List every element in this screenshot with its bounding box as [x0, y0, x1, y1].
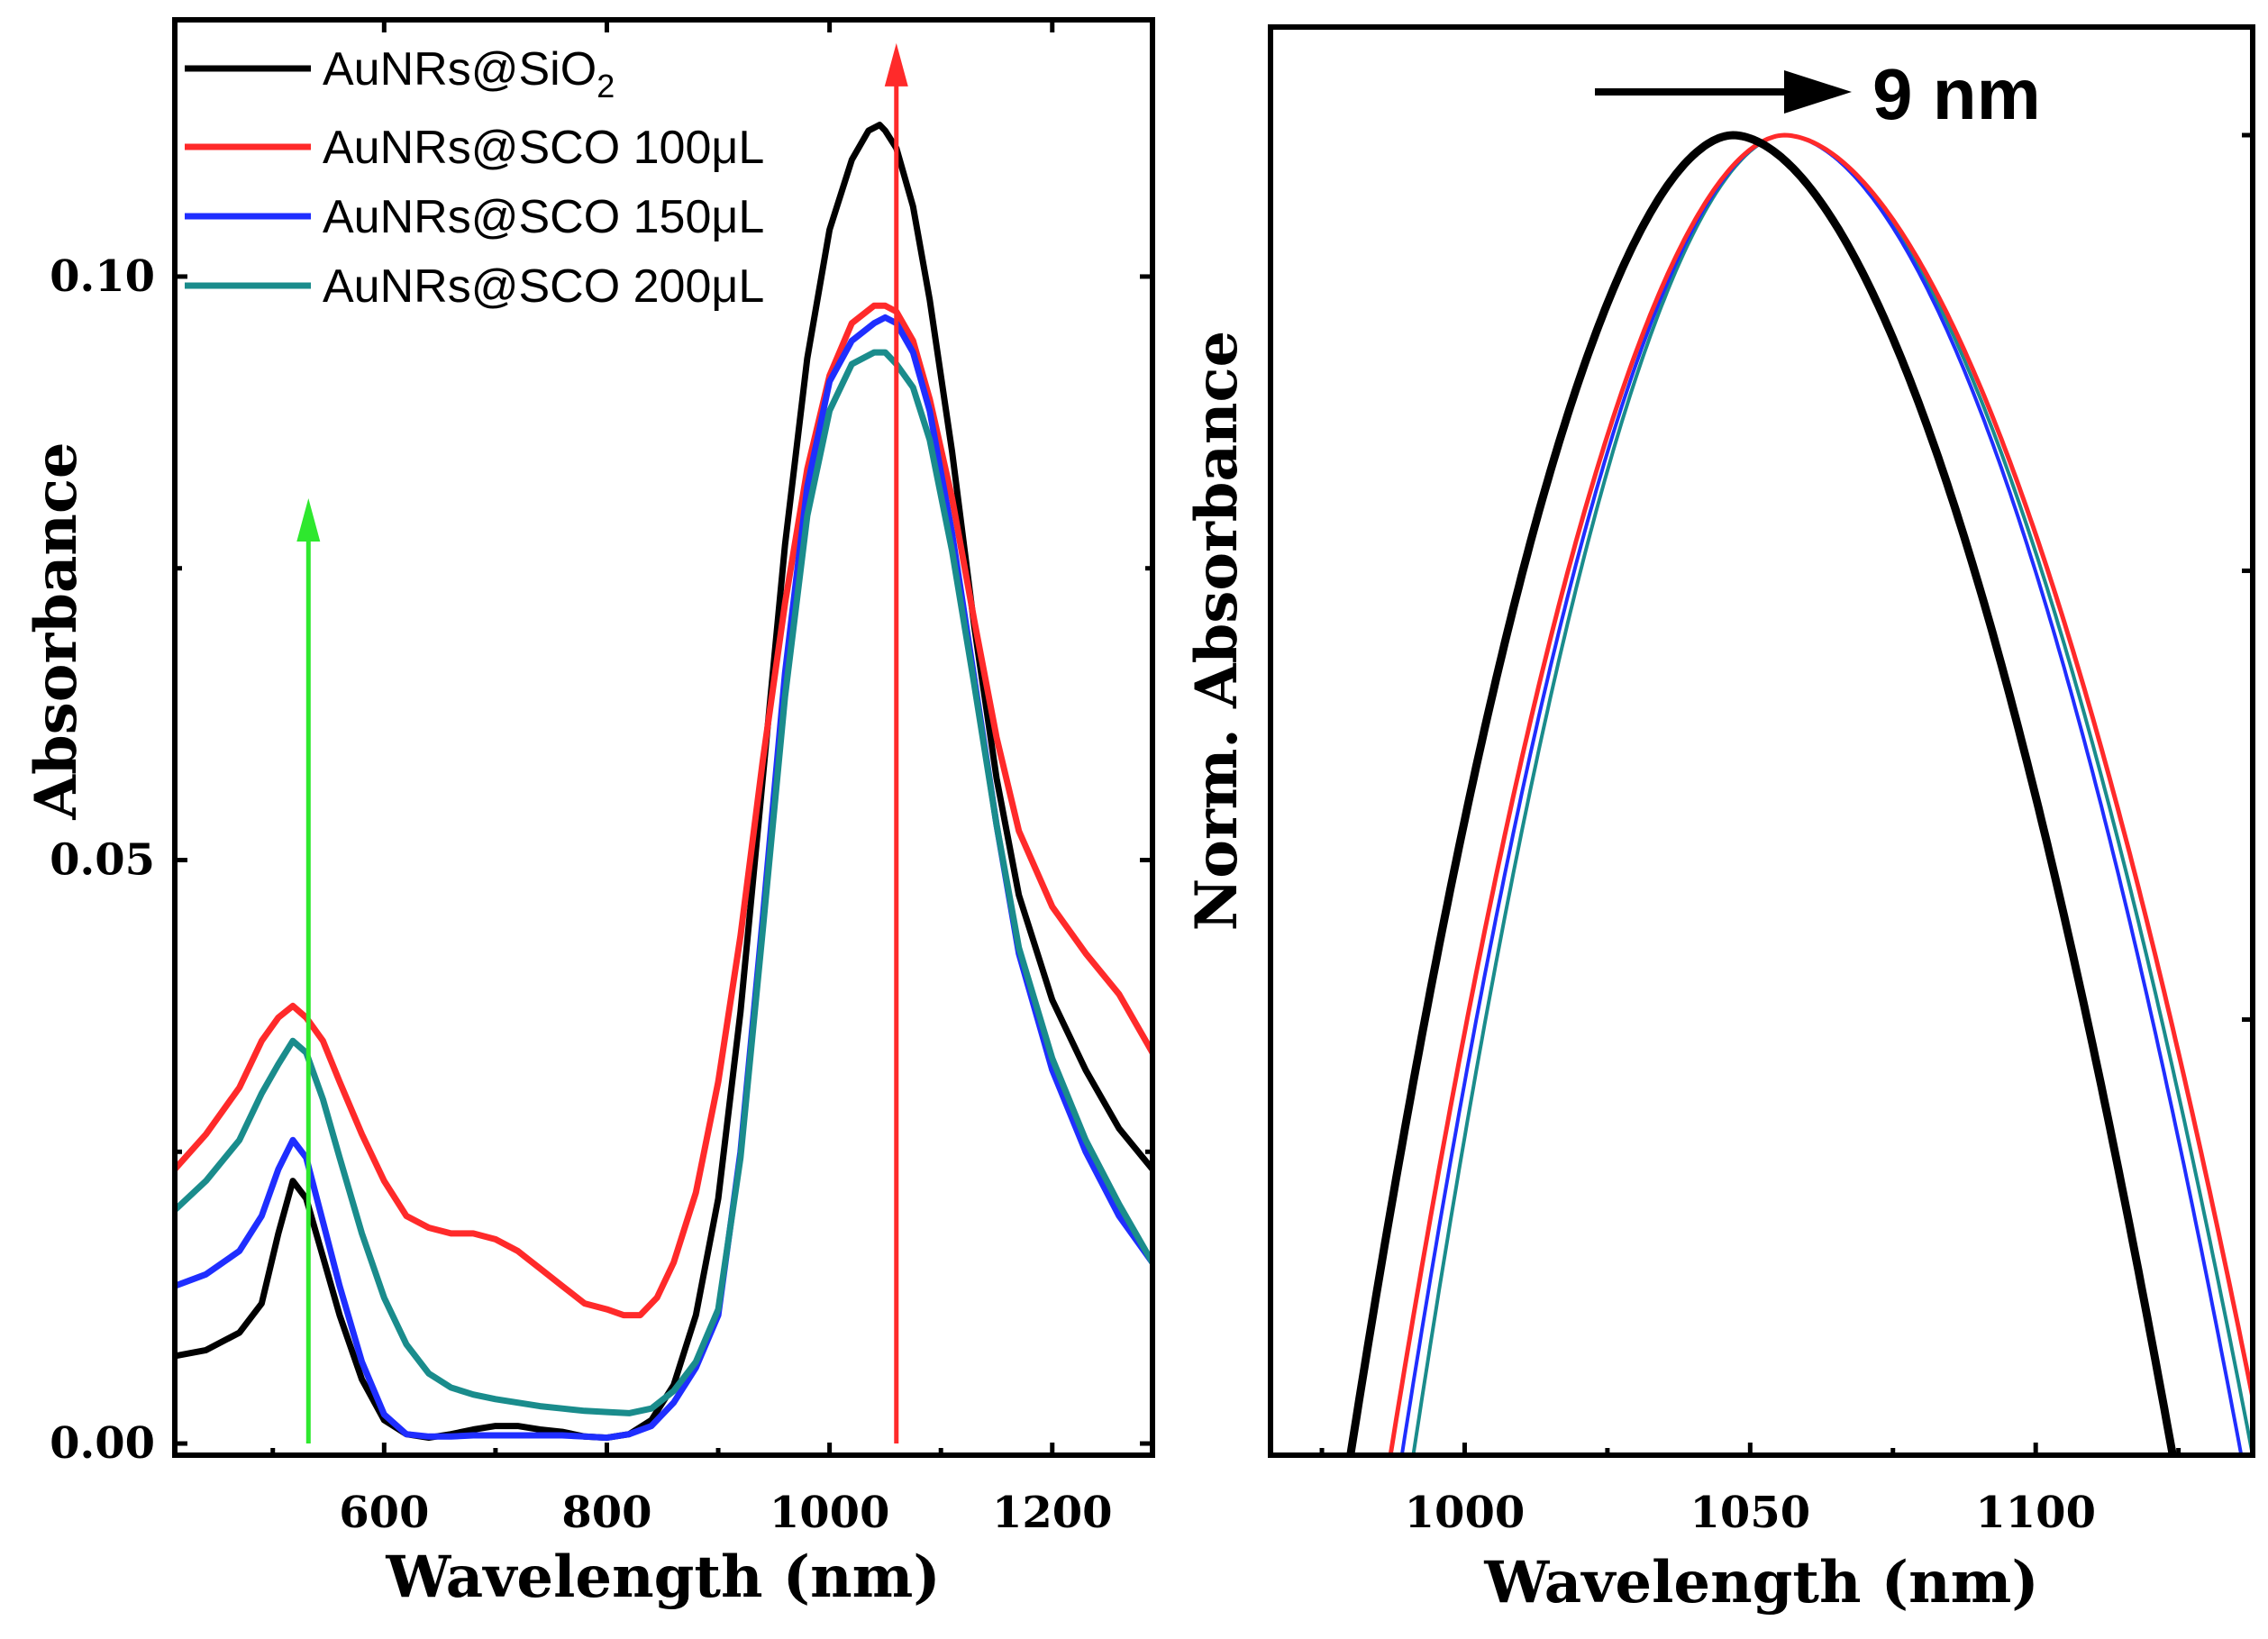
x-tick-label: 600 — [339, 1488, 429, 1538]
y-tick-label: 0.10 — [50, 251, 155, 302]
norm-curve-aunrs-sio2 — [1346, 131, 2177, 1455]
shift-arrow-icon — [1784, 70, 1852, 114]
left-ticks: 600 800 1000 1200 0.00 0.05 0.10 — [50, 20, 1152, 1538]
x-tick-label: 1050 — [1690, 1488, 1811, 1538]
left-panel: 600 800 1000 1200 0.00 0.05 0.10 Wavelength (n… — [23, 17, 1155, 1611]
legend-label-sco100: AuNRs@SCO 100μL — [323, 122, 764, 174]
green-arrow-icon — [296, 498, 321, 542]
right-ticks: 1000 1050 1100 — [1319, 132, 2253, 1538]
norm-curve-aunrs-sco-100ul — [1388, 132, 2253, 1455]
legend-label-sco200: AuNRs@SCO 200μL — [323, 260, 764, 313]
norm-curve-aunrs-sco-200ul — [1411, 133, 2253, 1455]
left-x-axis-label: Wavelength (nm) — [385, 1543, 940, 1611]
right-y-axis-label: Norm. Absorbance — [1183, 331, 1251, 931]
curve-aunrs-sco-150ul — [175, 314, 1152, 1442]
x-tick-label: 1200 — [992, 1488, 1113, 1538]
legend: AuNRs@SiO2 AuNRs@SCO 100μL AuNRs@SCO 150… — [185, 43, 764, 313]
x-tick-label: 1000 — [770, 1488, 890, 1538]
legend-label-sco150: AuNRs@SCO 150μL — [323, 191, 764, 243]
x-tick-label: 1000 — [1405, 1488, 1526, 1538]
left-y-axis-label: Absorbance — [23, 442, 90, 820]
y-tick-label: 0.05 — [50, 834, 155, 885]
left-plot-frame — [172, 17, 1155, 1458]
right-panel: 1000 1050 1100 Wavelength (nm) Norm. Absor… — [1183, 24, 2255, 1616]
right-plot-frame — [1268, 24, 2255, 1458]
x-tick-label: 1100 — [1975, 1488, 2096, 1538]
right-x-axis-label: Wavelength (nm) — [1483, 1549, 2038, 1616]
x-tick-label: 800 — [561, 1488, 651, 1538]
left-arrows — [296, 42, 908, 1444]
y-tick-label: 0.00 — [50, 1418, 155, 1469]
curve-aunrs-sco-100ul — [175, 302, 1152, 1319]
curve-aunrs-sco-200ul — [175, 349, 1152, 1416]
shift-annotation: 9 nm — [1872, 54, 2041, 134]
right-curves — [1346, 131, 2253, 1455]
left-curves — [175, 122, 1152, 1442]
legend-label-sio2: AuNRs@SiO2 — [323, 43, 615, 105]
red-arrow-icon — [884, 42, 908, 87]
